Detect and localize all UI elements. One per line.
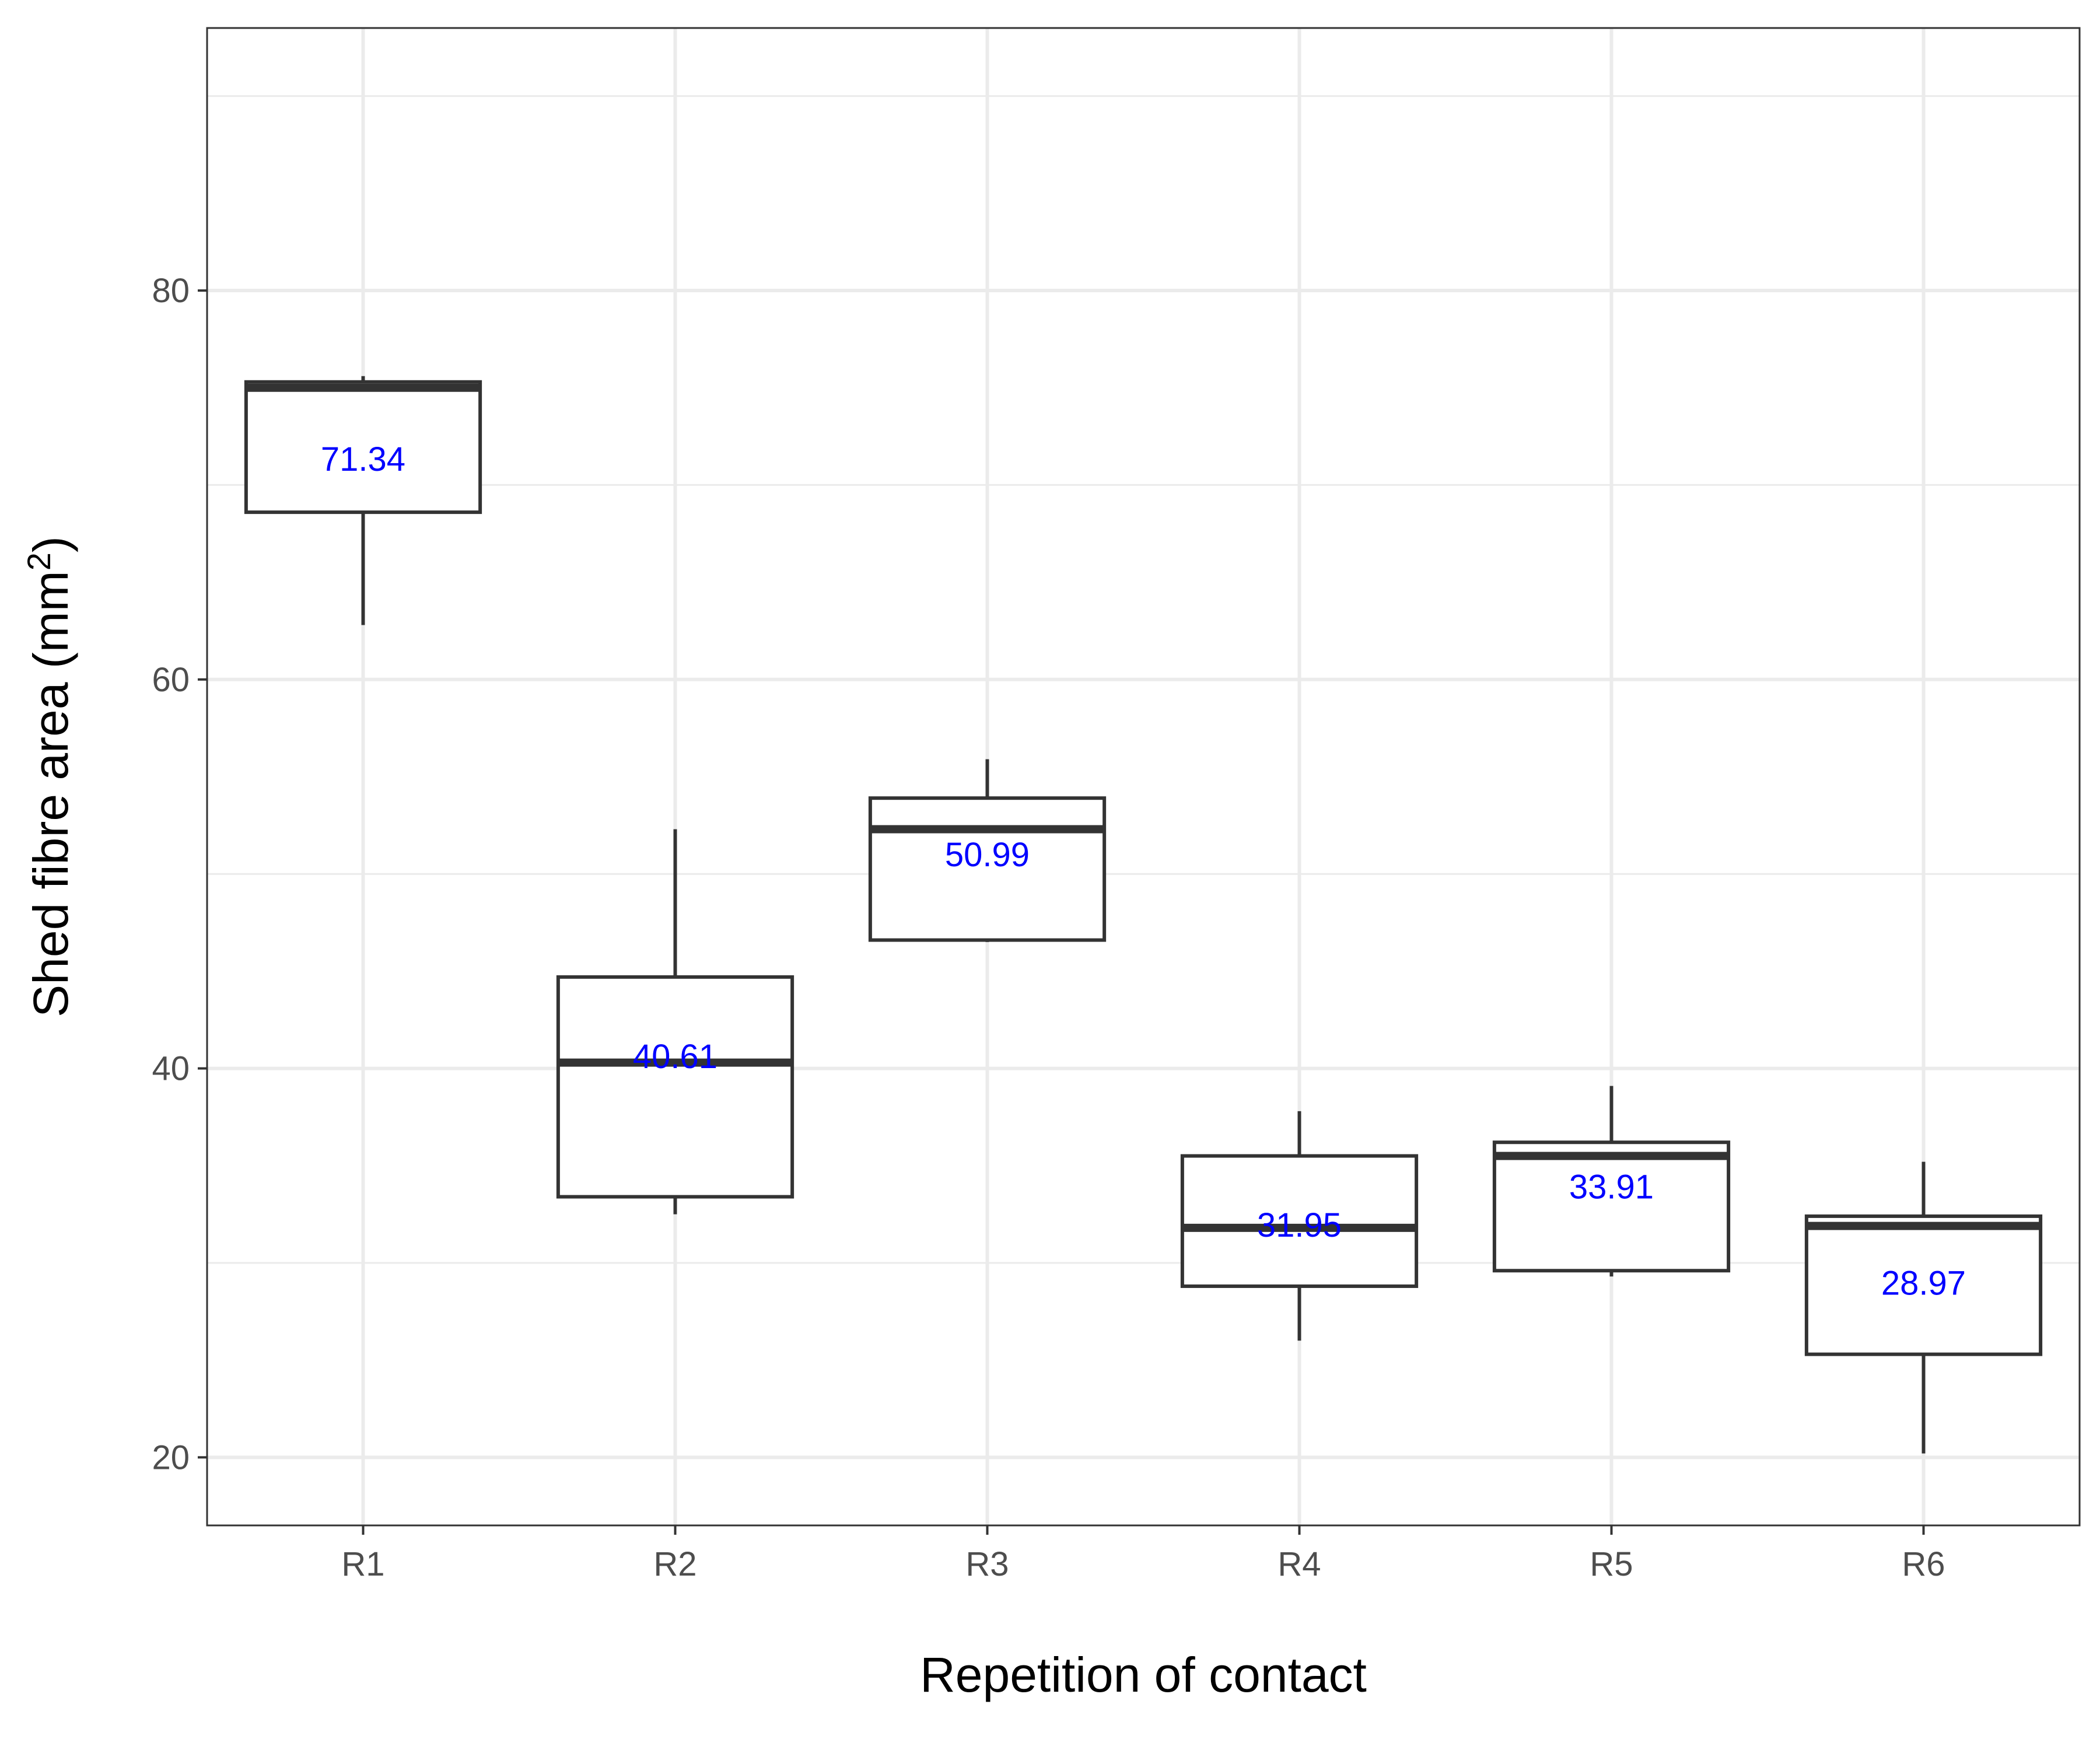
mean-label: 31.95	[1257, 1206, 1342, 1244]
y-tick-label: 40	[152, 1050, 190, 1088]
mean-label: 40.61	[633, 1038, 718, 1076]
box-R6: 28.97	[1804, 1161, 2043, 1454]
box-R1: 71.34	[244, 376, 482, 625]
box-R4: 31.95	[1180, 1111, 1419, 1341]
mean-label: 33.91	[1569, 1168, 1654, 1206]
y-tick-label: 80	[152, 272, 190, 310]
mean-label: 50.99	[945, 836, 1030, 874]
box-body	[1180, 1154, 1419, 1288]
axes: 20 40 60 80 R1 R2 R3 R4 R5 R6	[152, 272, 1945, 1583]
box-body	[244, 380, 482, 514]
y-axis-title: Shed fibre area (mm2)	[20, 536, 78, 1017]
box-series: 71.34 40.61 50.99 31.95 33.91 28.97	[244, 376, 2043, 1454]
panel-border	[206, 27, 2081, 1527]
box-body	[1492, 1140, 1731, 1273]
x-tick-label: R4	[1278, 1545, 1321, 1583]
x-tick-label: R1	[341, 1545, 384, 1583]
y-axis-title-superscript: 2	[20, 552, 57, 570]
y-axis-title-main: Shed fibre area (mm	[23, 570, 78, 1017]
x-tick-label: R3	[965, 1545, 1009, 1583]
x-tick-label: R5	[1590, 1545, 1633, 1583]
x-axis-title: Repetition of contact	[920, 1647, 1367, 1702]
box-R3: 50.99	[868, 759, 1107, 942]
box-R2: 40.61	[556, 829, 794, 1214]
y-tick-label: 60	[152, 661, 190, 699]
box-R5: 33.91	[1492, 1086, 1731, 1277]
y-axis-title-close: )	[23, 536, 78, 552]
box-body	[556, 975, 794, 1199]
mean-label: 71.34	[321, 440, 405, 478]
box-body	[1804, 1214, 2043, 1356]
mean-label: 28.97	[1881, 1264, 1966, 1302]
y-tick-label: 20	[152, 1438, 190, 1476]
box-body	[868, 796, 1107, 942]
x-tick-label: R2	[653, 1545, 696, 1583]
x-tick-label: R6	[1902, 1545, 1945, 1583]
